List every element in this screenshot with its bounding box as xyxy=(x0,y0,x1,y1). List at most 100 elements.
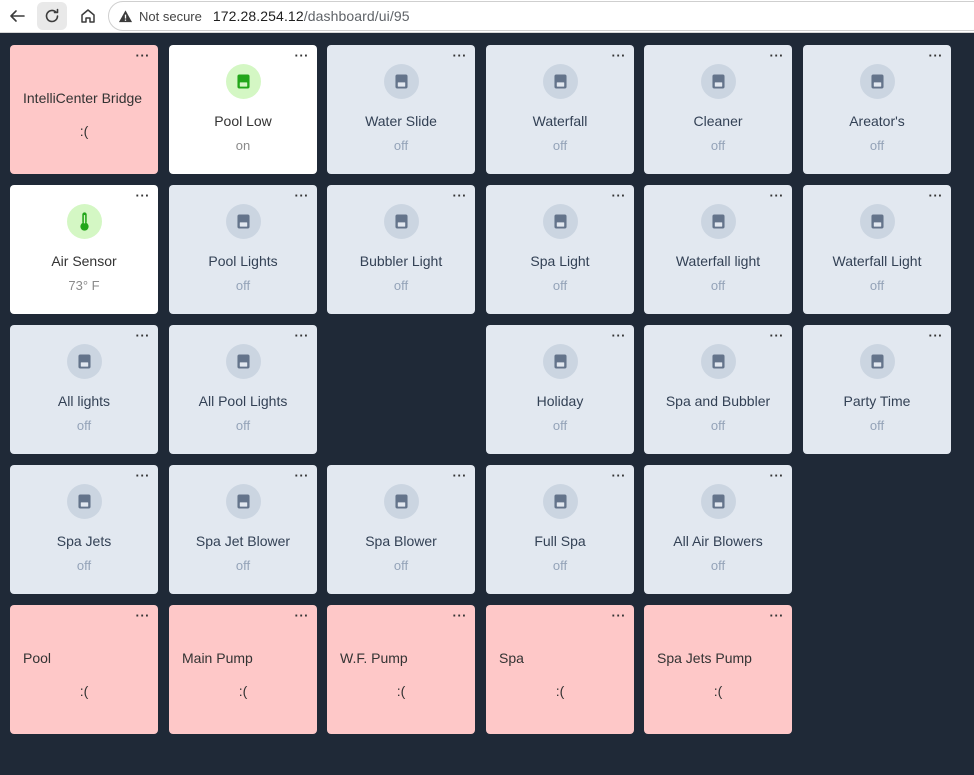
tile-spa-jets[interactable]: ··· Spa Jets off xyxy=(10,465,158,594)
switch-icon[interactable] xyxy=(226,64,261,99)
more-options-icon[interactable]: ··· xyxy=(294,328,309,343)
tile-status: off xyxy=(76,558,92,573)
more-options-icon[interactable]: ··· xyxy=(294,468,309,483)
tile-party-time[interactable]: ··· Party Time off xyxy=(803,325,951,454)
tile-status: off xyxy=(393,558,409,573)
switch-icon[interactable] xyxy=(701,204,736,239)
switch-icon[interactable] xyxy=(226,204,261,239)
tile-all-lights[interactable]: ··· All lights off xyxy=(10,325,158,454)
tile-spa-jets-pump[interactable]: ··· Spa Jets Pump:( xyxy=(644,605,792,734)
more-options-icon[interactable]: ··· xyxy=(135,608,150,623)
tile-spa-light[interactable]: ··· Spa Light off xyxy=(486,185,634,314)
switch-icon[interactable] xyxy=(67,344,102,379)
switch-icon[interactable] xyxy=(384,204,419,239)
switch-icon[interactable] xyxy=(701,64,736,99)
tile-pool[interactable]: ··· Pool:( xyxy=(10,605,158,734)
more-options-icon[interactable]: ··· xyxy=(769,328,784,343)
tile-label: All Pool Lights xyxy=(198,393,288,409)
switch-icon[interactable] xyxy=(860,204,895,239)
switch-icon[interactable] xyxy=(384,64,419,99)
not-secure-label[interactable]: Not secure xyxy=(139,8,202,24)
more-options-icon[interactable]: ··· xyxy=(928,328,943,343)
tile-waterfall-light[interactable]: ··· Waterfall Light off xyxy=(803,185,951,314)
more-options-icon[interactable]: ··· xyxy=(135,468,150,483)
warning-icon[interactable] xyxy=(117,8,133,24)
more-options-icon[interactable]: ··· xyxy=(294,188,309,203)
reload-button[interactable] xyxy=(37,2,67,30)
back-button[interactable] xyxy=(2,2,32,30)
tile-waterfall-light[interactable]: ··· Waterfall light off xyxy=(644,185,792,314)
dashboard-grid: ··· IntelliCenter Bridge:(··· Pool Low on ··… xyxy=(0,33,974,775)
tile-w-f-pump[interactable]: ··· W.F. Pump:( xyxy=(327,605,475,734)
url-text[interactable]: 172.28.254.12/dashboard/ui/95 xyxy=(213,8,410,24)
tile-label: Cleaner xyxy=(693,113,743,129)
switch-icon[interactable] xyxy=(226,484,261,519)
tile-status: off xyxy=(552,138,568,153)
tile-status: off xyxy=(710,278,726,293)
tile-pool-lights[interactable]: ··· Pool Lights off xyxy=(169,185,317,314)
switch-icon[interactable] xyxy=(701,484,736,519)
more-options-icon[interactable]: ··· xyxy=(611,608,626,623)
switch-icon[interactable] xyxy=(543,484,578,519)
switch-icon[interactable] xyxy=(543,204,578,239)
tile-status: off xyxy=(235,558,251,573)
home-button[interactable] xyxy=(73,2,103,30)
more-options-icon[interactable]: ··· xyxy=(769,188,784,203)
tile-intellicenter-bridge[interactable]: ··· IntelliCenter Bridge:( xyxy=(10,45,158,174)
tile-spa-jet-blower[interactable]: ··· Spa Jet Blower off xyxy=(169,465,317,594)
more-options-icon[interactable]: ··· xyxy=(769,608,784,623)
more-options-icon[interactable]: ··· xyxy=(452,48,467,63)
more-options-icon[interactable]: ··· xyxy=(769,468,784,483)
tile-status: :( xyxy=(555,683,565,699)
tile-full-spa[interactable]: ··· Full Spa off xyxy=(486,465,634,594)
more-options-icon[interactable]: ··· xyxy=(611,468,626,483)
tile-status: 73° F xyxy=(68,278,100,293)
switch-icon[interactable] xyxy=(384,484,419,519)
tile-holiday[interactable]: ··· Holiday off xyxy=(486,325,634,454)
tile-waterfall[interactable]: ··· Waterfall off xyxy=(486,45,634,174)
more-options-icon[interactable]: ··· xyxy=(928,48,943,63)
more-options-icon[interactable]: ··· xyxy=(135,188,150,203)
more-options-icon[interactable]: ··· xyxy=(452,468,467,483)
tile-spa-blower[interactable]: ··· Spa Blower off xyxy=(327,465,475,594)
switch-icon[interactable] xyxy=(860,344,895,379)
tile-label: Party Time xyxy=(843,393,911,409)
more-options-icon[interactable]: ··· xyxy=(135,328,150,343)
tile-status: off xyxy=(235,278,251,293)
tile-status: off xyxy=(869,138,885,153)
switch-icon[interactable] xyxy=(543,344,578,379)
switch-icon[interactable] xyxy=(543,64,578,99)
tile-label: Spa and Bubbler xyxy=(665,393,771,409)
tile-spa[interactable]: ··· Spa:( xyxy=(486,605,634,734)
switch-icon[interactable] xyxy=(226,344,261,379)
tile-water-slide[interactable]: ··· Water Slide off xyxy=(327,45,475,174)
more-options-icon[interactable]: ··· xyxy=(294,608,309,623)
more-options-icon[interactable]: ··· xyxy=(769,48,784,63)
more-options-icon[interactable]: ··· xyxy=(928,188,943,203)
more-options-icon[interactable]: ··· xyxy=(452,608,467,623)
more-options-icon[interactable]: ··· xyxy=(611,188,626,203)
tile-status: :( xyxy=(79,123,89,139)
tile-status: :( xyxy=(396,683,406,699)
more-options-icon[interactable]: ··· xyxy=(611,48,626,63)
tile-pool-low[interactable]: ··· Pool Low on xyxy=(169,45,317,174)
switch-icon[interactable] xyxy=(67,484,102,519)
tile-air-sensor[interactable]: ··· Air Sensor 73° F xyxy=(10,185,158,314)
more-options-icon[interactable]: ··· xyxy=(135,48,150,63)
tile-label: Areator's xyxy=(849,113,905,129)
tile-bubbler-light[interactable]: ··· Bubbler Light off xyxy=(327,185,475,314)
tile-cleaner[interactable]: ··· Cleaner off xyxy=(644,45,792,174)
tile-main-pump[interactable]: ··· Main Pump:( xyxy=(169,605,317,734)
switch-icon[interactable] xyxy=(701,344,736,379)
address-bar[interactable]: Not secure 172.28.254.12/dashboard/ui/95 xyxy=(108,1,974,31)
thermometer-icon[interactable] xyxy=(67,204,102,239)
switch-icon[interactable] xyxy=(860,64,895,99)
tile-all-pool-lights[interactable]: ··· All Pool Lights off xyxy=(169,325,317,454)
more-options-icon[interactable]: ··· xyxy=(452,188,467,203)
tile-areator-s[interactable]: ··· Areator's off xyxy=(803,45,951,174)
tile-label: Waterfall xyxy=(532,113,588,129)
more-options-icon[interactable]: ··· xyxy=(611,328,626,343)
more-options-icon[interactable]: ··· xyxy=(294,48,309,63)
tile-all-air-blowers[interactable]: ··· All Air Blowers off xyxy=(644,465,792,594)
tile-spa-and-bubbler[interactable]: ··· Spa and Bubbler off xyxy=(644,325,792,454)
